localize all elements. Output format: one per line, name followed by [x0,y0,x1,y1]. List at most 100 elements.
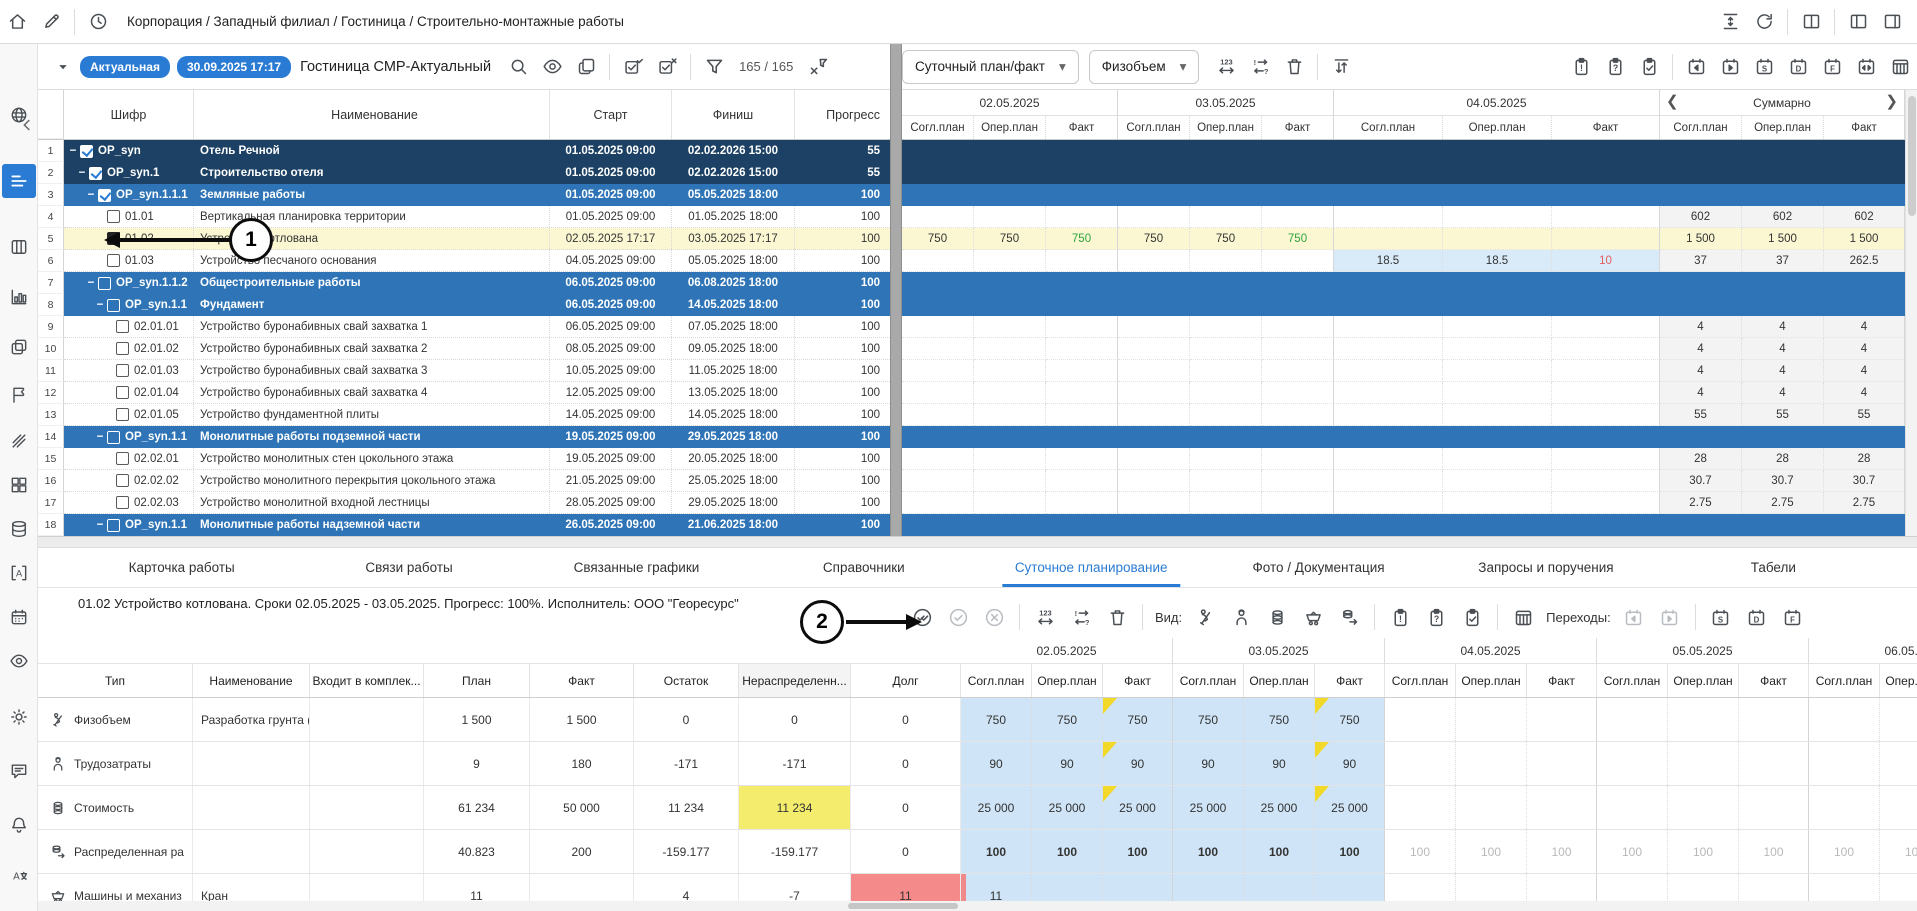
cal-s-icon[interactable]: S [1747,50,1781,84]
sidebar-item-list[interactable] [2,164,36,198]
tab-item[interactable]: Карточка работы [128,560,235,575]
row-checkbox[interactable] [107,254,120,267]
column-header-start[interactable]: Старт [550,90,672,139]
tab-item[interactable]: Связи работы [365,560,453,575]
column-header-name[interactable]: Наименование [194,90,550,139]
table-row[interactable]: 6 01.03 Устройство песчаного основания 04.0… [38,250,890,272]
row-checkbox[interactable] [107,518,120,532]
refresh-icon[interactable] [1747,5,1781,39]
coins-icon[interactable] [1260,600,1294,634]
resource-row[interactable]: Физобъем Разработка грунта (1 500 1 500 0 0 0… [38,698,1917,742]
row-checkbox[interactable] [116,474,129,487]
cal-grid-icon[interactable] [1883,50,1917,84]
grid-row[interactable] [902,514,1905,536]
filter-clear-icon[interactable] [801,50,835,84]
layout-split-icon[interactable] [1841,5,1875,39]
row-checkbox[interactable] [116,496,129,509]
sidebar-item-layers[interactable] [2,330,36,364]
table-row[interactable]: 4 01.01 Вертикальная планировка территории… [38,206,890,228]
clip-bang-icon[interactable]: ! [1383,600,1417,634]
coins-move-icon[interactable] [1332,600,1366,634]
layout-right-icon[interactable] [1875,5,1909,39]
scrollbar-thumb[interactable] [1908,96,1916,216]
row-checkbox[interactable] [116,364,129,377]
grid-row[interactable] [902,162,1905,184]
table-row[interactable]: 7 − OP_syn.1.1.2 Общестроительные работы 06.… [38,272,890,294]
column-header-code[interactable]: Шифр [64,90,194,139]
row-checkbox[interactable] [98,276,111,290]
cal-next-icon[interactable] [1713,50,1747,84]
cal-grid-icon[interactable] [1506,600,1540,634]
table-row[interactable]: 17 02.02.03 Устройство монолитной входной … [38,492,890,514]
table-row[interactable]: 14 − OP_syn.1.1 Монолитные работы подземной… [38,426,890,448]
grid-row[interactable]: 2.75 2.75 2.75 [902,492,1905,514]
row-number-header[interactable] [38,90,64,139]
clip-check-icon[interactable] [1632,50,1666,84]
table-row[interactable]: 2 − OP_syn.1 Строительство отеля 01.05.2025 … [38,162,890,184]
bottom-horizontal-scrollbar[interactable] [38,901,1917,911]
column-header[interactable]: Долг [851,664,961,697]
column-header[interactable]: Входит в комплек... [310,664,424,697]
expander[interactable]: − [87,189,95,201]
row-checkbox[interactable] [107,430,120,444]
column-header[interactable]: Тип [38,664,193,697]
table-row[interactable]: 13 02.01.05 Устройство фундаментной плиты 1… [38,404,890,426]
table-row[interactable]: 9 02.01.01 Устройство буронабивных свай за… [38,316,890,338]
grid-vertical-scrollbar[interactable] [1905,90,1917,536]
grid-row[interactable]: 602 602 602 [902,206,1905,228]
tab-active[interactable]: Суточное планирование [978,548,1205,587]
sidebar-item-eye[interactable] [2,644,36,678]
mode-dropdown[interactable]: Суточный план/факт ▾ [902,49,1079,84]
sidebar-item-bell[interactable] [2,808,36,842]
row-checkbox[interactable] [116,408,129,421]
search-icon[interactable] [501,50,535,84]
grid-row[interactable] [902,294,1905,316]
clip-check-icon[interactable] [1455,600,1489,634]
column-header[interactable]: План [424,664,530,697]
layout-columns-icon[interactable] [1794,5,1828,39]
sort-updown-icon[interactable] [1324,50,1358,84]
sidebar-item-calendar[interactable] [2,600,36,634]
grid-row[interactable]: 30.7 30.7 30.7 [902,470,1905,492]
expander[interactable]: − [96,519,104,531]
caret-down-icon[interactable] [46,50,80,84]
sidebar-item-chart[interactable] [2,280,36,314]
cal-next-icon[interactable] [1653,600,1687,634]
table-row[interactable]: 3 − OP_syn.1.1.1 Земляные работы 01.05.2025 … [38,184,890,206]
resource-row[interactable]: Трудозатраты 9 180 -171 -171 0 90 90 90 90 90 90 [38,742,1917,786]
row-checkbox[interactable] [116,342,129,355]
grid-row[interactable] [902,272,1905,294]
column-header-progress[interactable]: Прогресс [826,107,880,122]
sidebar-item-kanban[interactable] [2,230,36,264]
sidebar-item-brightness[interactable] [2,700,36,734]
reassign-icon[interactable]: !? [1064,600,1098,634]
sidebar-item-database[interactable] [2,512,36,546]
pencil-icon[interactable] [34,5,68,39]
sidebar-item-text-a[interactable]: A [2,556,36,590]
checkbox-check-icon[interactable] [616,50,650,84]
width-123-icon[interactable]: 123 [1209,50,1243,84]
clip-q-icon[interactable]: ? [1598,50,1632,84]
clip-q-icon[interactable]: ? [1419,600,1453,634]
width-123-icon[interactable]: 123 [1028,600,1062,634]
measure-dropdown[interactable]: Физобъем ▾ [1088,49,1200,84]
tab-item[interactable]: Связанные графики [573,560,700,575]
row-checkbox[interactable] [116,386,129,399]
checkbox-x-icon[interactable] [650,50,684,84]
expander[interactable]: − [78,167,86,179]
column-header[interactable]: Нераспределенн... [739,664,851,697]
row-checkbox[interactable] [107,298,120,312]
row-checkbox[interactable] [80,144,93,158]
cal-range-icon[interactable] [1849,50,1883,84]
trash-icon[interactable] [1100,600,1134,634]
eye-icon[interactable] [535,50,569,84]
table-row[interactable]: 16 02.02.02 Устройство монолитного перекры… [38,470,890,492]
cal-f-icon[interactable]: F [1776,600,1810,634]
table-row[interactable]: 11 02.01.03 Устройство буронабивных свай з… [38,360,890,382]
sidebar-item-grid4[interactable] [2,468,36,502]
grid-row[interactable] [902,140,1905,162]
